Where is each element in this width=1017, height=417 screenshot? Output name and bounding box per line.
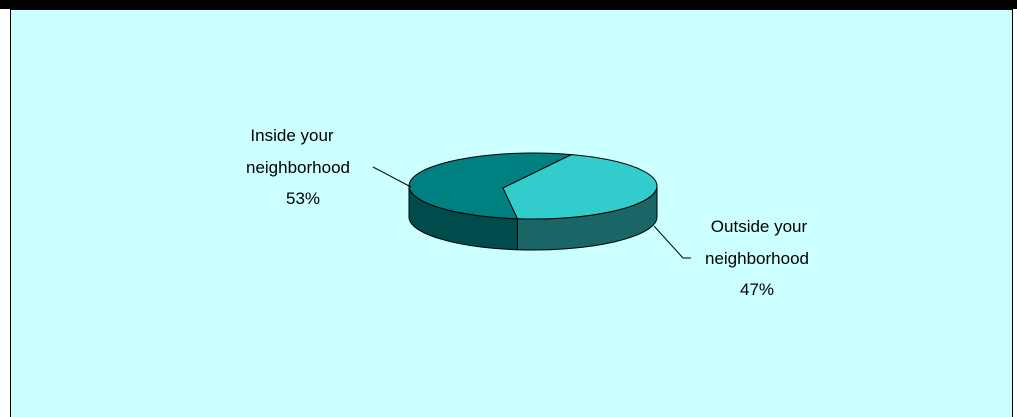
labels-layer: Inside your neighborhood 53% Outside you…	[246, 126, 809, 299]
slice-label-inside-line1: Inside your	[250, 126, 333, 145]
slice-label-inside-line2: neighborhood	[246, 158, 350, 177]
leader-line-outside	[653, 225, 691, 259]
leader-line-inside	[372, 166, 412, 188]
slice-label-outside-line1: Outside your	[711, 217, 808, 236]
slice-percent-outside: 47%	[740, 280, 774, 299]
title-band	[0, 0, 1017, 9]
slices-layer	[408, 152, 658, 251]
slice-top-inside	[408, 152, 574, 220]
slice-percent-inside: 53%	[286, 189, 320, 208]
slice-top-outside	[502, 154, 658, 220]
slice-label-outside-line2: neighborhood	[705, 249, 809, 268]
